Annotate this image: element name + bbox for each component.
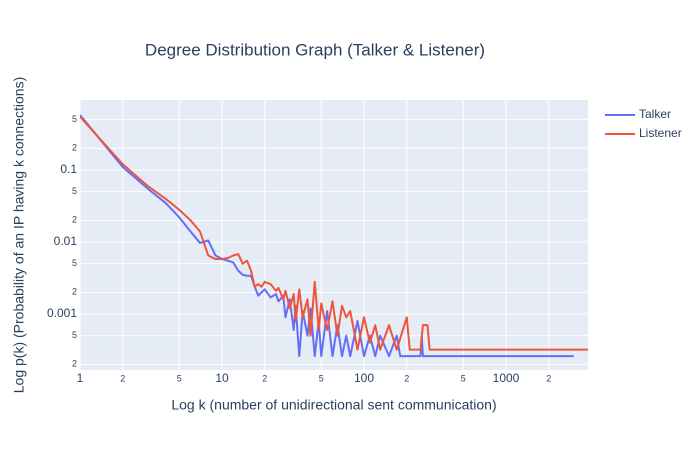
x-tick-label: 2 xyxy=(262,373,267,383)
x-tick-label: 2 xyxy=(546,373,551,383)
x-tick-label: 5 xyxy=(319,373,324,383)
legend-label: Talker xyxy=(639,107,671,121)
series-line xyxy=(80,114,574,358)
x-tick-label: 2 xyxy=(404,373,409,383)
legend-label: Listener xyxy=(639,126,682,140)
y-tick-label: 5 xyxy=(72,330,77,340)
x-tick-label: 1000 xyxy=(493,371,520,385)
x-tick-label: 1 xyxy=(77,371,84,385)
x-tick-label: 2 xyxy=(120,373,125,383)
y-tick-label: 5 xyxy=(72,186,77,196)
y-tick-label: 0.1 xyxy=(60,162,77,176)
y-axis-title: Log p(k) (Probability of an IP having k … xyxy=(11,77,27,393)
y-tick-label: 2 xyxy=(72,143,77,153)
chart-title: Degree Distribution Graph (Talker & List… xyxy=(145,40,485,59)
y-tick-label: 2 xyxy=(72,287,77,297)
x-tick-label: 100 xyxy=(354,371,374,385)
y-tick-label: 5 xyxy=(72,114,77,124)
y-tick-label: 5 xyxy=(72,258,77,268)
y-tick-label: 2 xyxy=(72,359,77,369)
y-tick-label: 2 xyxy=(72,215,77,225)
x-tick-label: 10 xyxy=(215,371,229,385)
x-tick-label: 5 xyxy=(177,373,182,383)
x-tick-label: 5 xyxy=(461,373,466,383)
plot-area xyxy=(80,100,588,370)
y-tick-label: 0.001 xyxy=(47,306,77,320)
y-tick-label: 0.01 xyxy=(54,234,78,248)
series-line xyxy=(80,115,588,351)
x-axis-title: Log k (number of unidirectional sent com… xyxy=(171,397,496,413)
